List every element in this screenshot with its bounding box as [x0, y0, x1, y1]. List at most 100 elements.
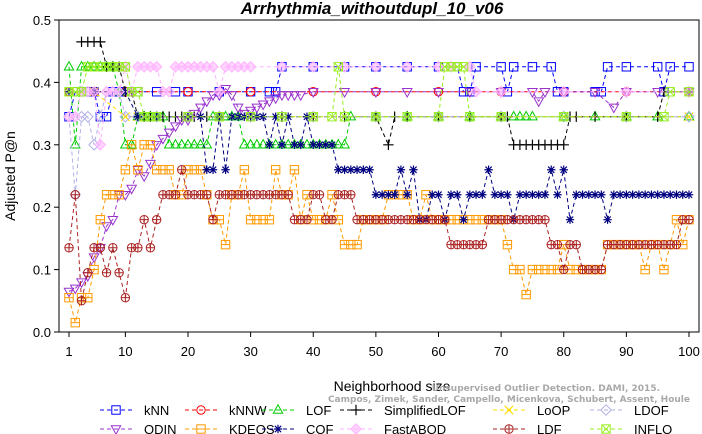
data-point-cof: [271, 112, 280, 121]
data-point-lof: [201, 138, 213, 149]
data-point-ldof: [213, 110, 226, 123]
data-point-cof: [528, 190, 537, 199]
data-point-odin: [194, 103, 207, 114]
data-point-odin: [132, 166, 144, 176]
data-point-ldof: [244, 110, 257, 123]
data-point-ldof: [620, 110, 633, 123]
data-point-odin: [263, 97, 275, 108]
data-point-cof: [565, 215, 575, 224]
data-point-cof: [359, 165, 368, 174]
data-point-lof: [332, 138, 344, 149]
data-point-inflo: [245, 112, 256, 122]
x-tick-label: 90: [619, 344, 633, 359]
data-point-inflo: [402, 112, 412, 122]
legend-label-knnw: kNNW: [229, 403, 267, 418]
data-point-fastabod: [163, 85, 176, 98]
data-point-fastabod: [620, 85, 633, 98]
data-point-inflo: [465, 112, 475, 122]
data-point-cof: [409, 165, 418, 174]
data-point-cof: [321, 140, 330, 149]
data-point-odin: [307, 88, 319, 98]
series-line-kdeos: [68, 144, 690, 323]
series-kdeos: [64, 140, 694, 328]
data-point-cof: [221, 165, 230, 174]
data-point-odin: [432, 88, 445, 98]
data-point-cof: [572, 190, 581, 199]
data-point-lof: [683, 110, 695, 121]
data-point-inflo: [145, 112, 156, 122]
data-point-cof: [202, 165, 211, 174]
data-point-fastabod: [432, 60, 445, 73]
data-point-inflo: [139, 112, 149, 122]
data-point-inflo: [151, 112, 162, 122]
series-fastabod: [63, 60, 695, 151]
data-point-knn: [621, 62, 632, 72]
data-point-inflo: [621, 112, 632, 122]
legend-marker-knnw: [196, 405, 206, 415]
data-point-cof: [515, 190, 525, 199]
data-point-inflo: [108, 62, 118, 72]
legend-marker-ldof: [600, 404, 612, 416]
data-point-odin: [652, 88, 664, 98]
data-point-inflo: [446, 62, 456, 72]
series-inflo: [64, 62, 694, 122]
data-point-cof: [534, 190, 543, 199]
data-point-inflo: [183, 112, 193, 122]
data-point-cof: [628, 190, 637, 199]
data-point-inflo: [95, 62, 106, 72]
data-point-lof: [251, 138, 263, 149]
data-point-fastabod: [557, 85, 570, 98]
data-point-ldof: [683, 110, 695, 123]
data-point-ldof: [119, 110, 132, 123]
data-point-cof: [471, 190, 481, 199]
data-point-odin: [126, 184, 138, 195]
data-point-inflo: [83, 62, 93, 72]
x-tick-label: 40: [306, 344, 320, 359]
data-point-knn: [665, 62, 675, 72]
data-point-odin: [107, 215, 119, 226]
data-point-cof: [640, 190, 650, 199]
data-point-cof: [678, 190, 687, 199]
data-point-cof: [553, 190, 562, 199]
legend-marker-knn: [111, 405, 121, 415]
data-point-cof: [503, 190, 512, 199]
data-point-cof: [396, 165, 406, 174]
legend-marker-simplifiedlof: [350, 404, 362, 416]
data-point-odin: [163, 128, 175, 139]
data-point-ldof: [182, 110, 194, 123]
data-point-cof: [334, 165, 343, 174]
data-point-cof: [559, 165, 568, 174]
data-point-inflo: [433, 112, 444, 122]
data-point-cof: [666, 190, 675, 199]
x-axis-label: Neighborhood size: [334, 378, 451, 394]
data-point-cof: [634, 190, 644, 199]
data-point-fastabod: [113, 85, 126, 98]
data-point-cof: [459, 215, 468, 224]
legend-item-odin: ODIN: [100, 422, 177, 434]
data-point-lof: [257, 138, 269, 149]
data-point-knn: [496, 62, 506, 72]
data-point-inflo: [559, 112, 569, 122]
legend-item-cof: COF: [262, 422, 334, 434]
data-point-cof: [265, 140, 274, 149]
data-point-cof: [315, 140, 324, 149]
data-point-lof: [182, 138, 194, 149]
legend-label-knn: kNN: [144, 403, 169, 418]
data-point-cof: [327, 140, 337, 149]
data-point-odin: [533, 97, 545, 108]
data-point-inflo: [659, 112, 669, 122]
data-point-odin: [138, 172, 150, 183]
data-point-lof: [169, 138, 182, 149]
data-point-cof: [309, 140, 318, 149]
data-point-inflo: [76, 87, 87, 97]
data-point-odin: [226, 91, 238, 102]
data-point-odin: [401, 88, 413, 98]
data-point-lof: [526, 110, 538, 121]
data-point-cof: [478, 190, 487, 199]
data-point-cof: [647, 190, 656, 199]
data-point-odin: [526, 88, 538, 98]
data-point-knn: [652, 62, 663, 72]
legend-marker-odin: [110, 425, 122, 434]
data-point-fastabod: [495, 85, 508, 98]
